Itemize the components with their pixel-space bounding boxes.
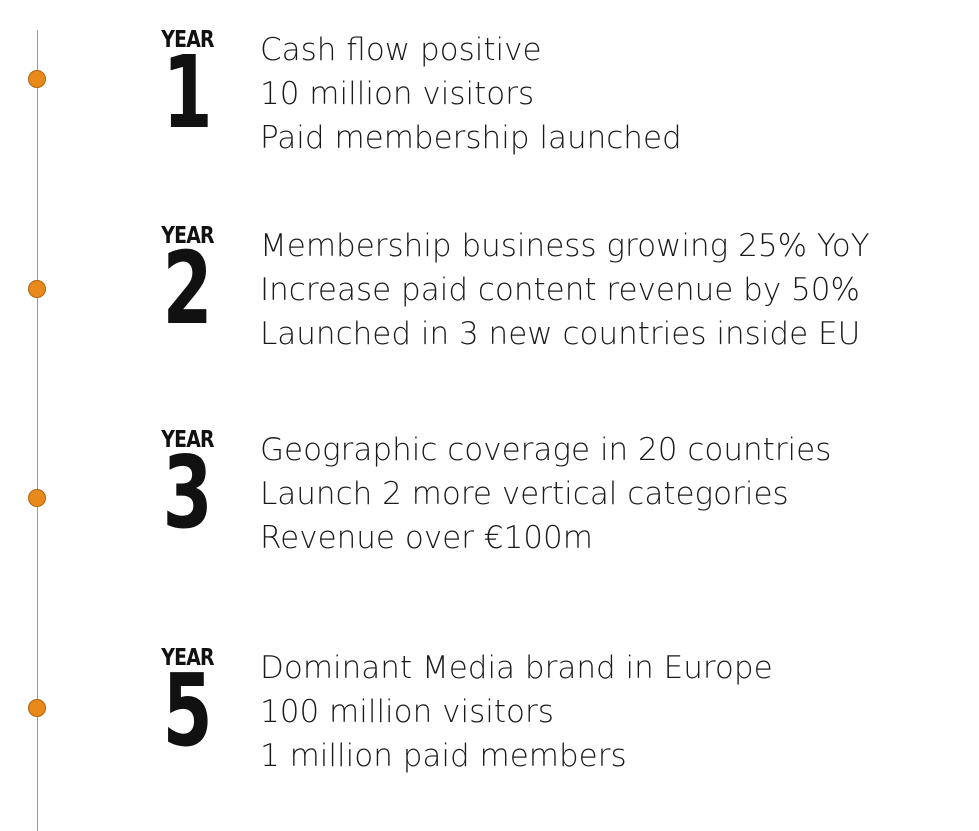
year-label: YEAR: [161, 223, 214, 249]
milestone-item: Dominant Media brand in Europe: [260, 650, 773, 686]
milestone-items: Membership business growing 25% YoY Incr…: [260, 224, 870, 356]
milestone-item: 10 million visitors: [260, 76, 535, 112]
milestone-item: 1 million paid members: [260, 738, 627, 774]
year-badge: YEAR 2: [150, 223, 225, 347]
timeline-line: [37, 30, 38, 831]
milestone-item: Increase paid content revenue by 50%: [260, 272, 860, 308]
year-number: 2: [162, 230, 213, 347]
year-badge: YEAR 1: [150, 27, 225, 151]
milestone-item: Revenue over €100m: [260, 520, 593, 556]
timeline-dot: [28, 70, 46, 88]
timeline-dot: [28, 699, 46, 717]
milestone-item: Paid membership launched: [260, 120, 682, 156]
milestone-item: Geographic coverage in 20 countries: [260, 432, 832, 468]
timeline-dot: [28, 280, 46, 298]
milestone-item: Cash flow positive: [260, 32, 542, 68]
year-label: YEAR: [161, 645, 214, 671]
milestone-item: 100 million visitors: [260, 694, 554, 730]
year-badge: YEAR 5: [150, 645, 225, 769]
year-badge: YEAR 3: [150, 427, 225, 551]
year-number: 3: [162, 434, 213, 551]
milestone-items: Geographic coverage in 20 countries Laun…: [260, 428, 831, 560]
year-number: 1: [162, 34, 213, 151]
milestone-items: Dominant Media brand in Europe 100 milli…: [260, 646, 773, 778]
timeline-dot: [28, 489, 46, 507]
milestone-item: Launched in 3 new countries inside EU: [260, 316, 861, 352]
milestone-items: Cash flow positive 10 million visitors P…: [260, 28, 682, 160]
year-label: YEAR: [161, 427, 214, 453]
milestone-item: Launch 2 more vertical categories: [260, 476, 789, 512]
year-number: 5: [162, 652, 213, 769]
year-label: YEAR: [161, 27, 214, 53]
milestone-item: Membership business growing 25% YoY: [260, 228, 870, 264]
